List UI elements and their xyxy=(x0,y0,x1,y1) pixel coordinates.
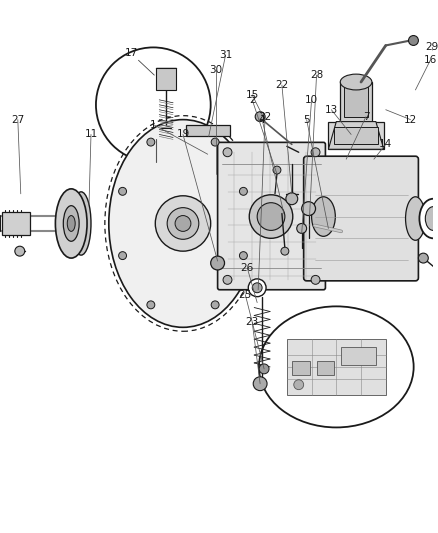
Circle shape xyxy=(259,364,269,374)
Ellipse shape xyxy=(406,197,425,240)
Circle shape xyxy=(311,148,320,157)
Text: 22: 22 xyxy=(275,80,289,90)
Text: 15: 15 xyxy=(246,90,259,100)
Circle shape xyxy=(281,247,289,255)
Circle shape xyxy=(253,377,267,391)
Circle shape xyxy=(211,138,219,146)
Circle shape xyxy=(119,252,127,260)
Bar xyxy=(340,82,372,122)
Circle shape xyxy=(155,196,211,251)
Circle shape xyxy=(297,223,307,233)
Bar xyxy=(328,122,384,149)
Bar xyxy=(344,87,368,117)
Text: 19: 19 xyxy=(177,130,190,140)
Text: 11: 11 xyxy=(85,130,98,140)
Circle shape xyxy=(240,252,247,260)
Text: 7: 7 xyxy=(363,111,369,122)
Text: 26: 26 xyxy=(240,263,254,273)
Circle shape xyxy=(240,188,247,195)
Bar xyxy=(186,125,230,136)
Ellipse shape xyxy=(420,199,438,238)
Ellipse shape xyxy=(64,206,79,241)
Circle shape xyxy=(418,253,428,263)
Bar xyxy=(292,361,310,375)
Circle shape xyxy=(252,283,262,293)
Circle shape xyxy=(15,246,25,256)
Circle shape xyxy=(147,138,155,146)
Circle shape xyxy=(294,379,304,390)
Text: 16: 16 xyxy=(424,55,437,65)
Ellipse shape xyxy=(67,215,75,231)
Ellipse shape xyxy=(340,74,372,90)
Bar xyxy=(317,361,334,375)
FancyBboxPatch shape xyxy=(304,156,418,281)
Text: 17: 17 xyxy=(125,49,138,58)
Circle shape xyxy=(96,47,211,162)
Circle shape xyxy=(248,279,266,297)
Text: 14: 14 xyxy=(379,139,392,149)
Bar xyxy=(341,347,376,365)
Circle shape xyxy=(273,166,281,174)
Circle shape xyxy=(302,201,315,215)
Text: 29: 29 xyxy=(426,43,438,52)
Circle shape xyxy=(409,36,418,45)
Text: 25: 25 xyxy=(239,290,252,300)
Text: 2: 2 xyxy=(249,95,255,105)
Circle shape xyxy=(147,301,155,309)
Text: 30: 30 xyxy=(209,65,222,75)
Circle shape xyxy=(286,193,298,205)
Circle shape xyxy=(167,208,199,239)
Ellipse shape xyxy=(311,197,336,236)
FancyBboxPatch shape xyxy=(218,142,325,290)
Text: 5: 5 xyxy=(304,115,310,125)
Bar xyxy=(2,212,30,236)
Circle shape xyxy=(257,203,285,230)
Circle shape xyxy=(223,148,232,157)
Circle shape xyxy=(223,276,232,284)
Ellipse shape xyxy=(109,119,257,327)
Circle shape xyxy=(175,215,191,231)
Circle shape xyxy=(211,301,219,309)
Bar xyxy=(334,126,378,144)
Ellipse shape xyxy=(259,306,413,427)
Text: 10: 10 xyxy=(305,95,318,105)
Text: 1: 1 xyxy=(150,119,157,130)
Text: 12: 12 xyxy=(404,115,417,125)
Text: 23: 23 xyxy=(246,317,259,327)
Ellipse shape xyxy=(71,192,91,255)
Circle shape xyxy=(119,188,127,195)
Circle shape xyxy=(249,195,293,238)
Polygon shape xyxy=(328,122,384,149)
Text: 4: 4 xyxy=(259,115,265,125)
Bar xyxy=(156,68,176,90)
Text: 27: 27 xyxy=(11,115,25,125)
Text: 31: 31 xyxy=(219,50,232,60)
Circle shape xyxy=(255,112,265,122)
Ellipse shape xyxy=(425,207,438,230)
Text: 13: 13 xyxy=(325,104,338,115)
Text: 32: 32 xyxy=(258,111,272,122)
Circle shape xyxy=(311,276,320,284)
Circle shape xyxy=(211,256,225,270)
Bar xyxy=(287,339,386,394)
Ellipse shape xyxy=(55,189,87,258)
Text: 28: 28 xyxy=(310,70,323,80)
